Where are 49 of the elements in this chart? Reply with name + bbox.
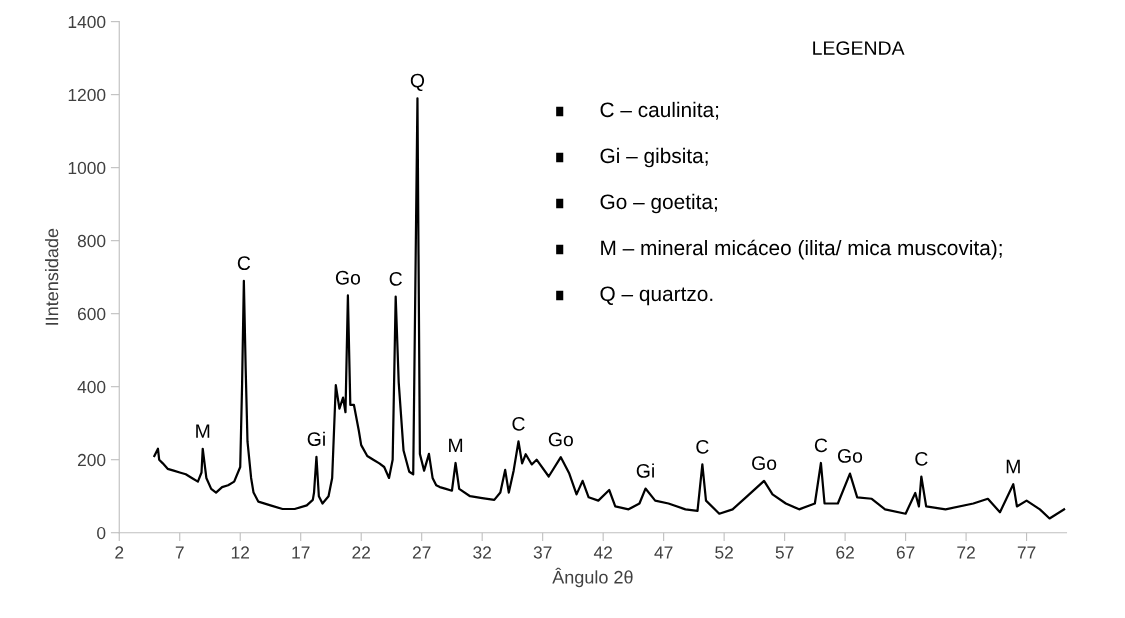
x-tick-label: 12 bbox=[231, 546, 250, 559]
x-tick-label: 47 bbox=[654, 546, 673, 559]
x-tick-label: 2 bbox=[115, 546, 124, 559]
annotation: C – caulinita; bbox=[600, 101, 719, 120]
y-tick-label: 1200 bbox=[68, 88, 106, 102]
annotation: C bbox=[696, 439, 709, 454]
annotation: M bbox=[196, 424, 210, 438]
x-tick-label: 32 bbox=[473, 546, 491, 559]
annotation: Go bbox=[548, 432, 573, 447]
x-tick-label: 67 bbox=[896, 546, 915, 559]
x-tick-label: 27 bbox=[412, 546, 431, 559]
annotation: Q bbox=[410, 73, 425, 91]
x-tick-label: 22 bbox=[352, 546, 370, 559]
annotation: C bbox=[814, 438, 828, 453]
x-tick-label: 7 bbox=[175, 546, 184, 559]
x-tick-label: 52 bbox=[715, 546, 733, 559]
annotation: Go bbox=[837, 449, 863, 463]
x-tick-label: 42 bbox=[593, 546, 612, 559]
y-tick-label: 400 bbox=[77, 380, 106, 394]
annotation: M bbox=[1006, 459, 1020, 474]
annotation: Go bbox=[335, 270, 361, 285]
annotation: Q – quartzo. bbox=[600, 286, 713, 306]
annotation: Gi bbox=[636, 463, 654, 478]
annotation: C bbox=[237, 256, 251, 271]
y-tick-label: 0 bbox=[97, 526, 106, 540]
x-tick-label: 37 bbox=[533, 546, 552, 559]
annotation: Go bbox=[752, 456, 777, 471]
annotation: C bbox=[512, 416, 525, 431]
y-tick-label: 600 bbox=[77, 307, 106, 321]
y-tick-label: 1400 bbox=[68, 15, 106, 29]
x-tick-label: 62 bbox=[836, 546, 854, 559]
y-tick-label: 800 bbox=[77, 234, 106, 248]
x-tick-label: 57 bbox=[775, 546, 794, 559]
annotation: C bbox=[389, 271, 402, 286]
annotation: Gi bbox=[307, 431, 325, 446]
x-axis-title: Ângulo 2θ bbox=[552, 567, 633, 588]
x-tick-label: 77 bbox=[1017, 546, 1036, 559]
annotation: C bbox=[915, 451, 928, 466]
y-tick-label: 1000 bbox=[68, 161, 106, 175]
annotation: Go – goetita; bbox=[600, 193, 717, 214]
y-axis-title: IIntensidade bbox=[45, 228, 59, 325]
x-tick-label: 17 bbox=[292, 546, 310, 559]
annotation: Gi – gibsita; bbox=[600, 147, 708, 168]
y-tick-label: 200 bbox=[77, 453, 106, 467]
annotation: M bbox=[449, 438, 463, 453]
annotation: LEGENDA bbox=[813, 41, 905, 55]
annotation: M – mineral micáceo (ilita/ mica muscovita); bbox=[601, 239, 1002, 260]
line-series bbox=[153, 97, 1066, 520]
x-tick-label: 72 bbox=[957, 546, 975, 559]
